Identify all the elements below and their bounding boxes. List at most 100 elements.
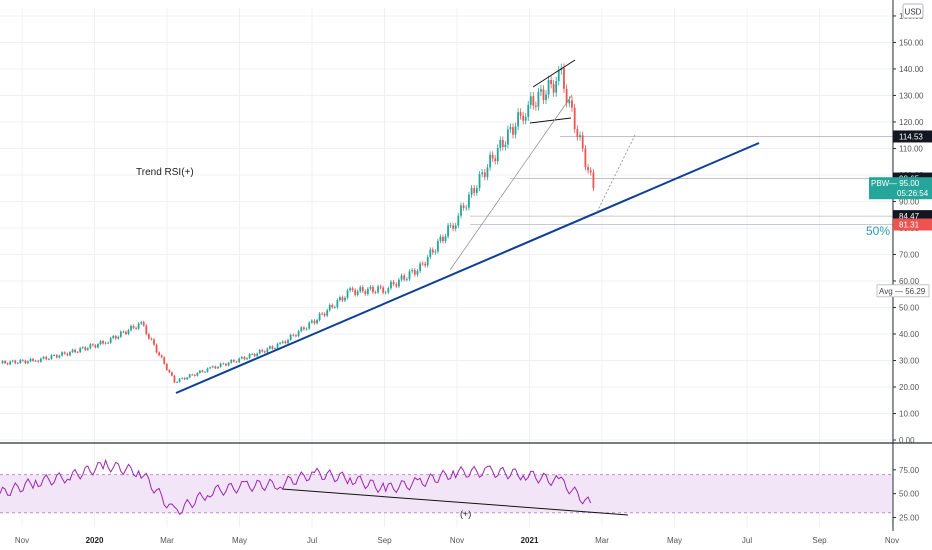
candle-body bbox=[6, 363, 9, 365]
candle-body bbox=[240, 357, 243, 359]
candle-body bbox=[176, 381, 178, 383]
candle-body bbox=[436, 240, 439, 252]
rsi-axis-label: 50.00 bbox=[899, 490, 920, 499]
candle-body bbox=[188, 374, 191, 378]
candle-body bbox=[545, 94, 547, 100]
countdown-label: 05:26:54 bbox=[897, 189, 929, 198]
candle-body bbox=[514, 126, 517, 135]
candle-body bbox=[295, 335, 297, 337]
candle-body bbox=[289, 334, 292, 340]
candle-body bbox=[305, 328, 308, 330]
candle-body bbox=[405, 279, 408, 280]
price-axis-label: 30.00 bbox=[899, 356, 920, 365]
candle-body bbox=[392, 281, 395, 285]
projection-line[interactable] bbox=[449, 94, 573, 271]
candle-body bbox=[165, 363, 168, 371]
candle-body bbox=[204, 371, 206, 373]
candle-body bbox=[206, 368, 209, 372]
candle-body bbox=[468, 194, 470, 208]
candle-body bbox=[346, 290, 349, 298]
candle-body bbox=[58, 355, 61, 358]
candle-body bbox=[509, 127, 512, 130]
drawings[interactable] bbox=[175, 59, 760, 516]
candle-body bbox=[69, 352, 71, 356]
candle-body bbox=[470, 188, 473, 195]
candle-body bbox=[269, 346, 271, 349]
candle-body bbox=[214, 366, 217, 369]
candle-body bbox=[201, 370, 204, 372]
candle-body bbox=[158, 352, 161, 356]
price-axis-label: 0.00 bbox=[899, 436, 915, 445]
rsi-axis[interactable]: 75.00 50.00 25.00 bbox=[893, 466, 920, 523]
time-axis-label: Nov bbox=[450, 536, 464, 545]
candle-body bbox=[374, 292, 377, 294]
candle-body bbox=[344, 297, 346, 301]
price-axis[interactable]: 0.00 10.00 20.00 30.00 40.00 50.00 60.00 70.00 8… bbox=[893, 12, 924, 445]
currency-badge[interactable]: USD bbox=[902, 3, 924, 19]
candle-body bbox=[279, 342, 281, 344]
candle-body bbox=[153, 339, 155, 345]
candle-body bbox=[550, 79, 553, 85]
wedge-lower-line[interactable] bbox=[529, 117, 572, 124]
candle-body bbox=[127, 330, 130, 334]
candle-body bbox=[377, 286, 379, 293]
candle-body bbox=[481, 172, 484, 175]
candle-body bbox=[258, 349, 261, 354]
candle-body bbox=[34, 360, 37, 362]
candle-body bbox=[181, 377, 183, 379]
candle-body bbox=[235, 361, 238, 363]
price-axis-label: 20.00 bbox=[899, 383, 920, 392]
time-axis[interactable]: Nov 2020 Mar May Jul Sep Nov 2021 Mar May Jul Sep No… bbox=[15, 536, 899, 545]
rsi-annotation: (+) bbox=[460, 509, 471, 519]
candle-body bbox=[1, 361, 4, 364]
candle-body bbox=[349, 288, 351, 291]
candle-body bbox=[475, 188, 478, 193]
candle-body bbox=[434, 251, 437, 253]
candle-body bbox=[473, 188, 476, 193]
candle-body bbox=[284, 341, 287, 344]
candle-body bbox=[366, 288, 369, 295]
candle-body bbox=[29, 358, 32, 362]
candle-body bbox=[160, 355, 163, 358]
candle-body bbox=[351, 288, 354, 291]
wedge-upper-line[interactable] bbox=[532, 59, 576, 88]
projection-arrow[interactable] bbox=[596, 132, 637, 213]
candle-body bbox=[168, 370, 171, 373]
candle-body bbox=[313, 320, 316, 324]
level-price-label: 114.53 bbox=[899, 132, 923, 141]
candle-body bbox=[183, 377, 186, 380]
candle-body bbox=[537, 91, 540, 107]
candle-body bbox=[390, 281, 392, 289]
candle-body bbox=[89, 344, 92, 349]
candle-body bbox=[584, 148, 587, 168]
time-axis-label: Nov bbox=[15, 536, 29, 545]
candle-body bbox=[460, 205, 462, 216]
trendline-support[interactable] bbox=[175, 142, 760, 394]
candle-body bbox=[571, 100, 573, 108]
candle-body bbox=[579, 135, 581, 138]
candle-body bbox=[102, 341, 104, 344]
grid-lines bbox=[0, 8, 893, 527]
candle-body bbox=[142, 322, 145, 326]
candle-body bbox=[217, 366, 219, 369]
candle-body bbox=[300, 327, 303, 332]
candle-body bbox=[519, 112, 522, 116]
candle-body bbox=[232, 359, 235, 362]
candle-body bbox=[104, 342, 107, 344]
candle-body bbox=[369, 286, 372, 289]
candle-body bbox=[266, 348, 269, 353]
candle-body bbox=[198, 370, 201, 373]
rsi-axis-label: 75.00 bbox=[899, 466, 920, 475]
rsi-divergence-line[interactable] bbox=[281, 488, 629, 516]
rsi-series-line bbox=[0, 458, 592, 516]
price-axis-label: 50.00 bbox=[899, 303, 920, 312]
candle-body bbox=[211, 366, 214, 368]
level-price-label: 81.31 bbox=[899, 221, 920, 230]
candle-body bbox=[91, 344, 94, 346]
candle-body bbox=[478, 174, 481, 189]
candle-body bbox=[227, 362, 230, 366]
candle-body bbox=[16, 363, 19, 364]
candle-body bbox=[222, 363, 225, 365]
